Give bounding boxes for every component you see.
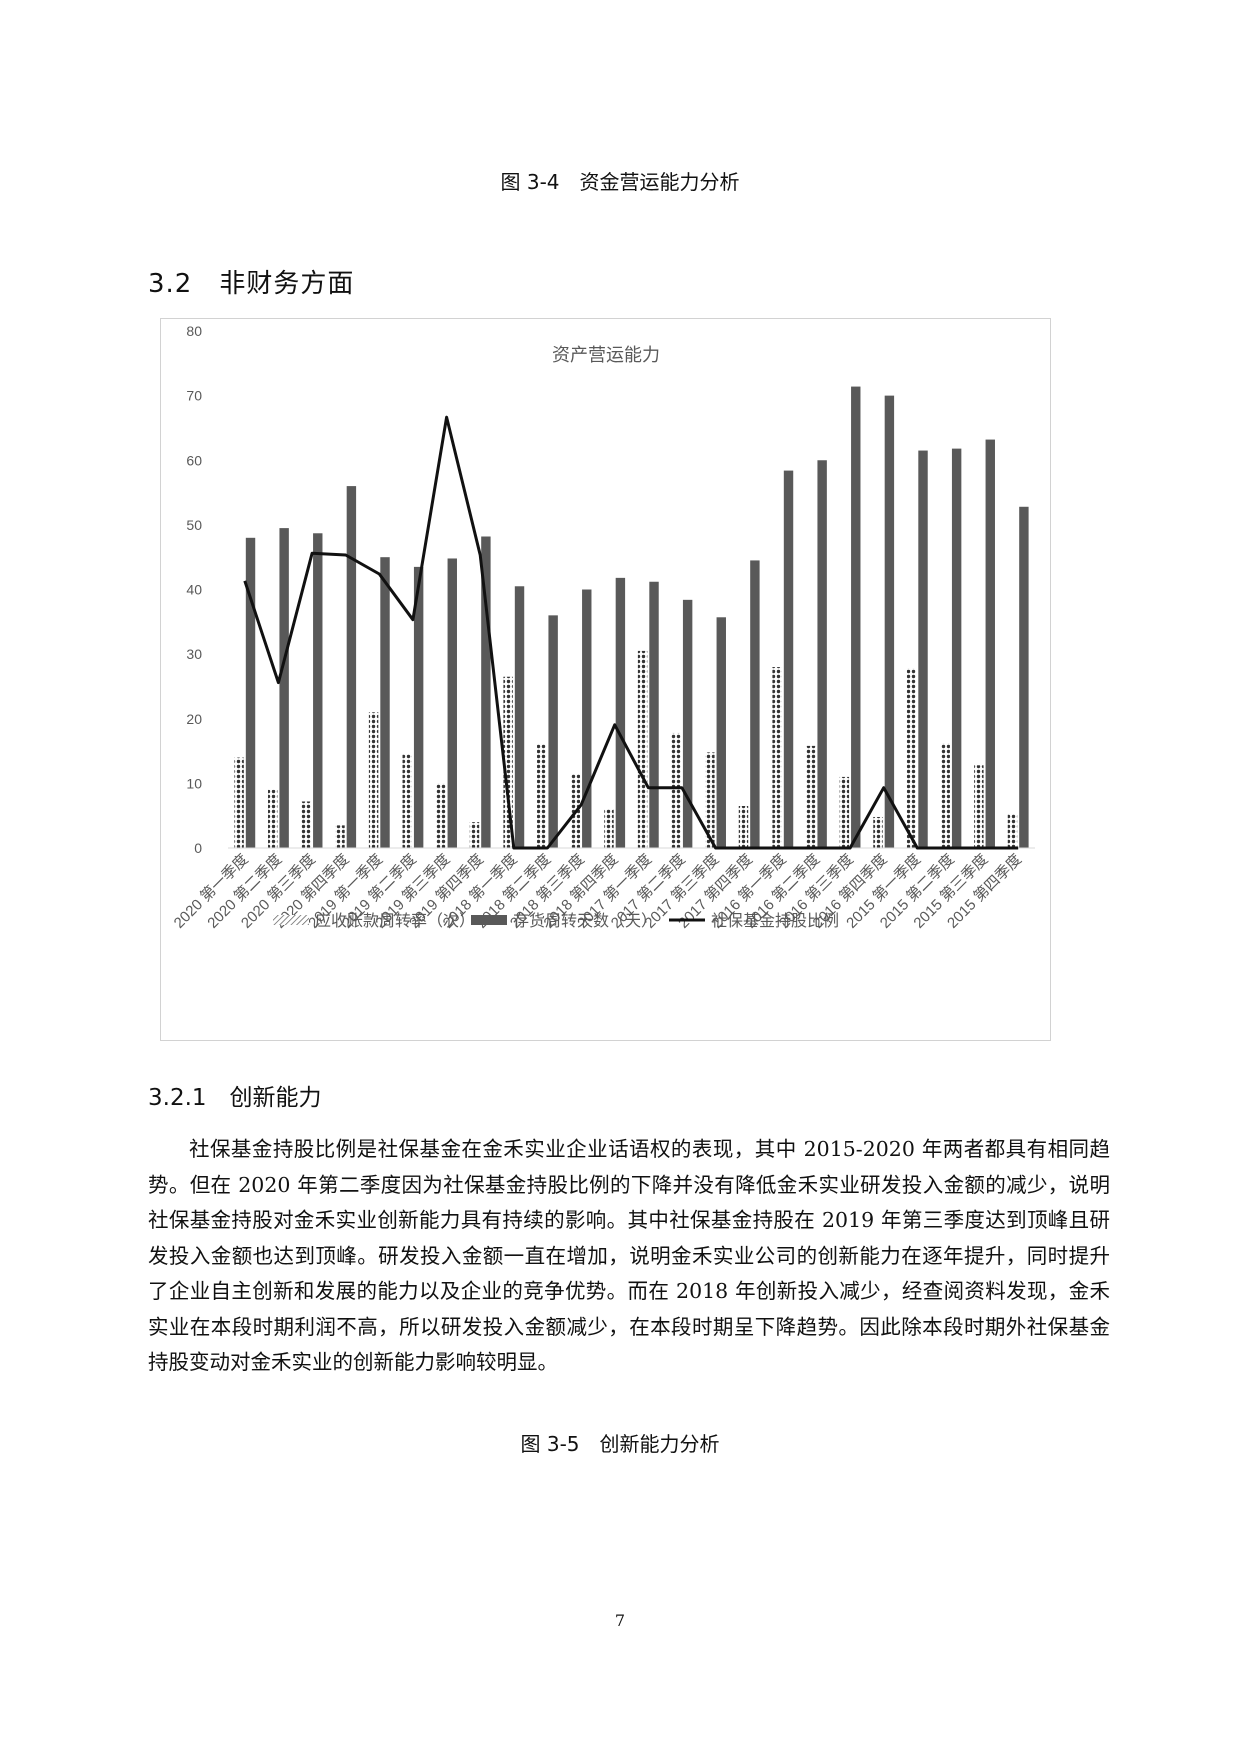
receivable-turnover-bar: [537, 744, 547, 848]
receivable-turnover-bar: [1007, 814, 1018, 848]
inventory-days-bar: [918, 450, 928, 848]
fund-holding-line: [243, 415, 1019, 850]
legend-label-receivable: 应收账款周转率（次）: [315, 911, 475, 930]
receivable-turnover-bar: [772, 667, 782, 848]
inventory-days-bar: [649, 581, 659, 848]
legend-swatch-receivable: [273, 915, 309, 925]
receivable-turnover-bar: [368, 712, 379, 848]
left-axis-tick: 0: [194, 840, 202, 856]
subsection-heading: 3.2.1 创新能力: [148, 1085, 322, 1111]
receivable-turnover-bar: [436, 783, 446, 848]
legend-label-inventory: 存货周转天数（天）: [513, 912, 657, 930]
receivable-turnover-bar: [234, 757, 244, 848]
receivable-turnover-bar: [503, 676, 513, 848]
inventory-days-bar: [380, 557, 390, 848]
chart-title: 资产营运能力: [552, 345, 660, 365]
inventory-days-bar: [514, 586, 525, 848]
receivable-turnover-bar: [671, 732, 681, 848]
chart-legend: 应收账款周转率（次） 存货周转天数（天） 社保基金持股比例: [273, 911, 839, 930]
receivable-turnover-bar: [402, 754, 412, 848]
legend-swatch-inventory: [471, 915, 507, 925]
receivable-turnover-bar: [469, 822, 480, 848]
inventory-days-bar: [817, 460, 827, 848]
inventory-days-bar: [481, 536, 491, 848]
left-axis-tick: 70: [186, 388, 202, 404]
receivable-turnover-bar: [906, 668, 917, 848]
figure-caption-bottom: 图 3-5 创新能力分析: [520, 1432, 720, 1456]
inventory-days-bar: [884, 395, 895, 848]
inventory-days-bar: [245, 537, 256, 848]
left-axis-tick: 80: [186, 323, 202, 339]
inventory-days-bar: [783, 470, 794, 848]
receivable-turnover-bar: [637, 650, 648, 848]
inventory-days-bar: [1019, 506, 1029, 848]
inventory-days-bars: [245, 386, 1029, 848]
body-paragraph: 社保基金持股比例是社保基金在金禾实业企业话语权的表现，其中 2015-2020 …: [148, 1137, 1110, 1374]
inventory-days-bar: [413, 566, 424, 848]
inventory-days-bar: [447, 558, 457, 848]
left-axis-tick: 40: [186, 582, 202, 598]
receivable-turnover-bar: [705, 752, 715, 848]
inventory-days-bar: [279, 528, 289, 848]
left-axis-tick: 10: [186, 775, 202, 791]
inventory-days-bar: [985, 439, 995, 848]
section-heading: 3.2 非财务方面: [148, 269, 355, 299]
left-axis-tick: 60: [186, 452, 202, 468]
inventory-days-bar: [548, 615, 558, 848]
receivable-turnover-bar: [974, 765, 984, 848]
inventory-days-bar: [951, 448, 962, 848]
figure-caption-top: 图 3-4 资金营运能力分析: [500, 170, 740, 194]
receivable-turnover-bar: [839, 776, 850, 848]
inventory-days-bar: [346, 486, 357, 848]
receivable-turnover-bar: [604, 809, 614, 848]
page-number: 7: [614, 1611, 626, 1630]
inventory-days-bar: [851, 386, 861, 848]
receivable-turnover-bar: [301, 801, 312, 848]
inventory-days-bar: [716, 617, 726, 848]
left-axis-tick: 30: [186, 646, 202, 662]
receivable-turnover-bar: [335, 825, 345, 848]
left-axis-tick: 20: [186, 711, 202, 727]
receivable-turnover-bar: [873, 816, 883, 848]
legend-label-fund-holding: 社保基金持股比例: [711, 912, 839, 930]
inventory-days-bar: [582, 589, 592, 848]
left-axis-ticks: 0 10 20 30 40 50 60 70 80: [186, 323, 202, 856]
inventory-days-bar: [682, 599, 693, 848]
inventory-days-bar: [313, 533, 323, 848]
receivable-turnover-bar: [268, 789, 278, 848]
inventory-days-bar: [615, 577, 626, 848]
receivable-turnover-bars: [234, 650, 1018, 848]
receivable-turnover-bar: [738, 805, 749, 848]
receivable-turnover-bar: [806, 745, 816, 848]
inventory-days-bar: [750, 560, 760, 848]
left-axis-tick: 50: [186, 517, 202, 533]
receivable-turnover-bar: [940, 743, 950, 848]
